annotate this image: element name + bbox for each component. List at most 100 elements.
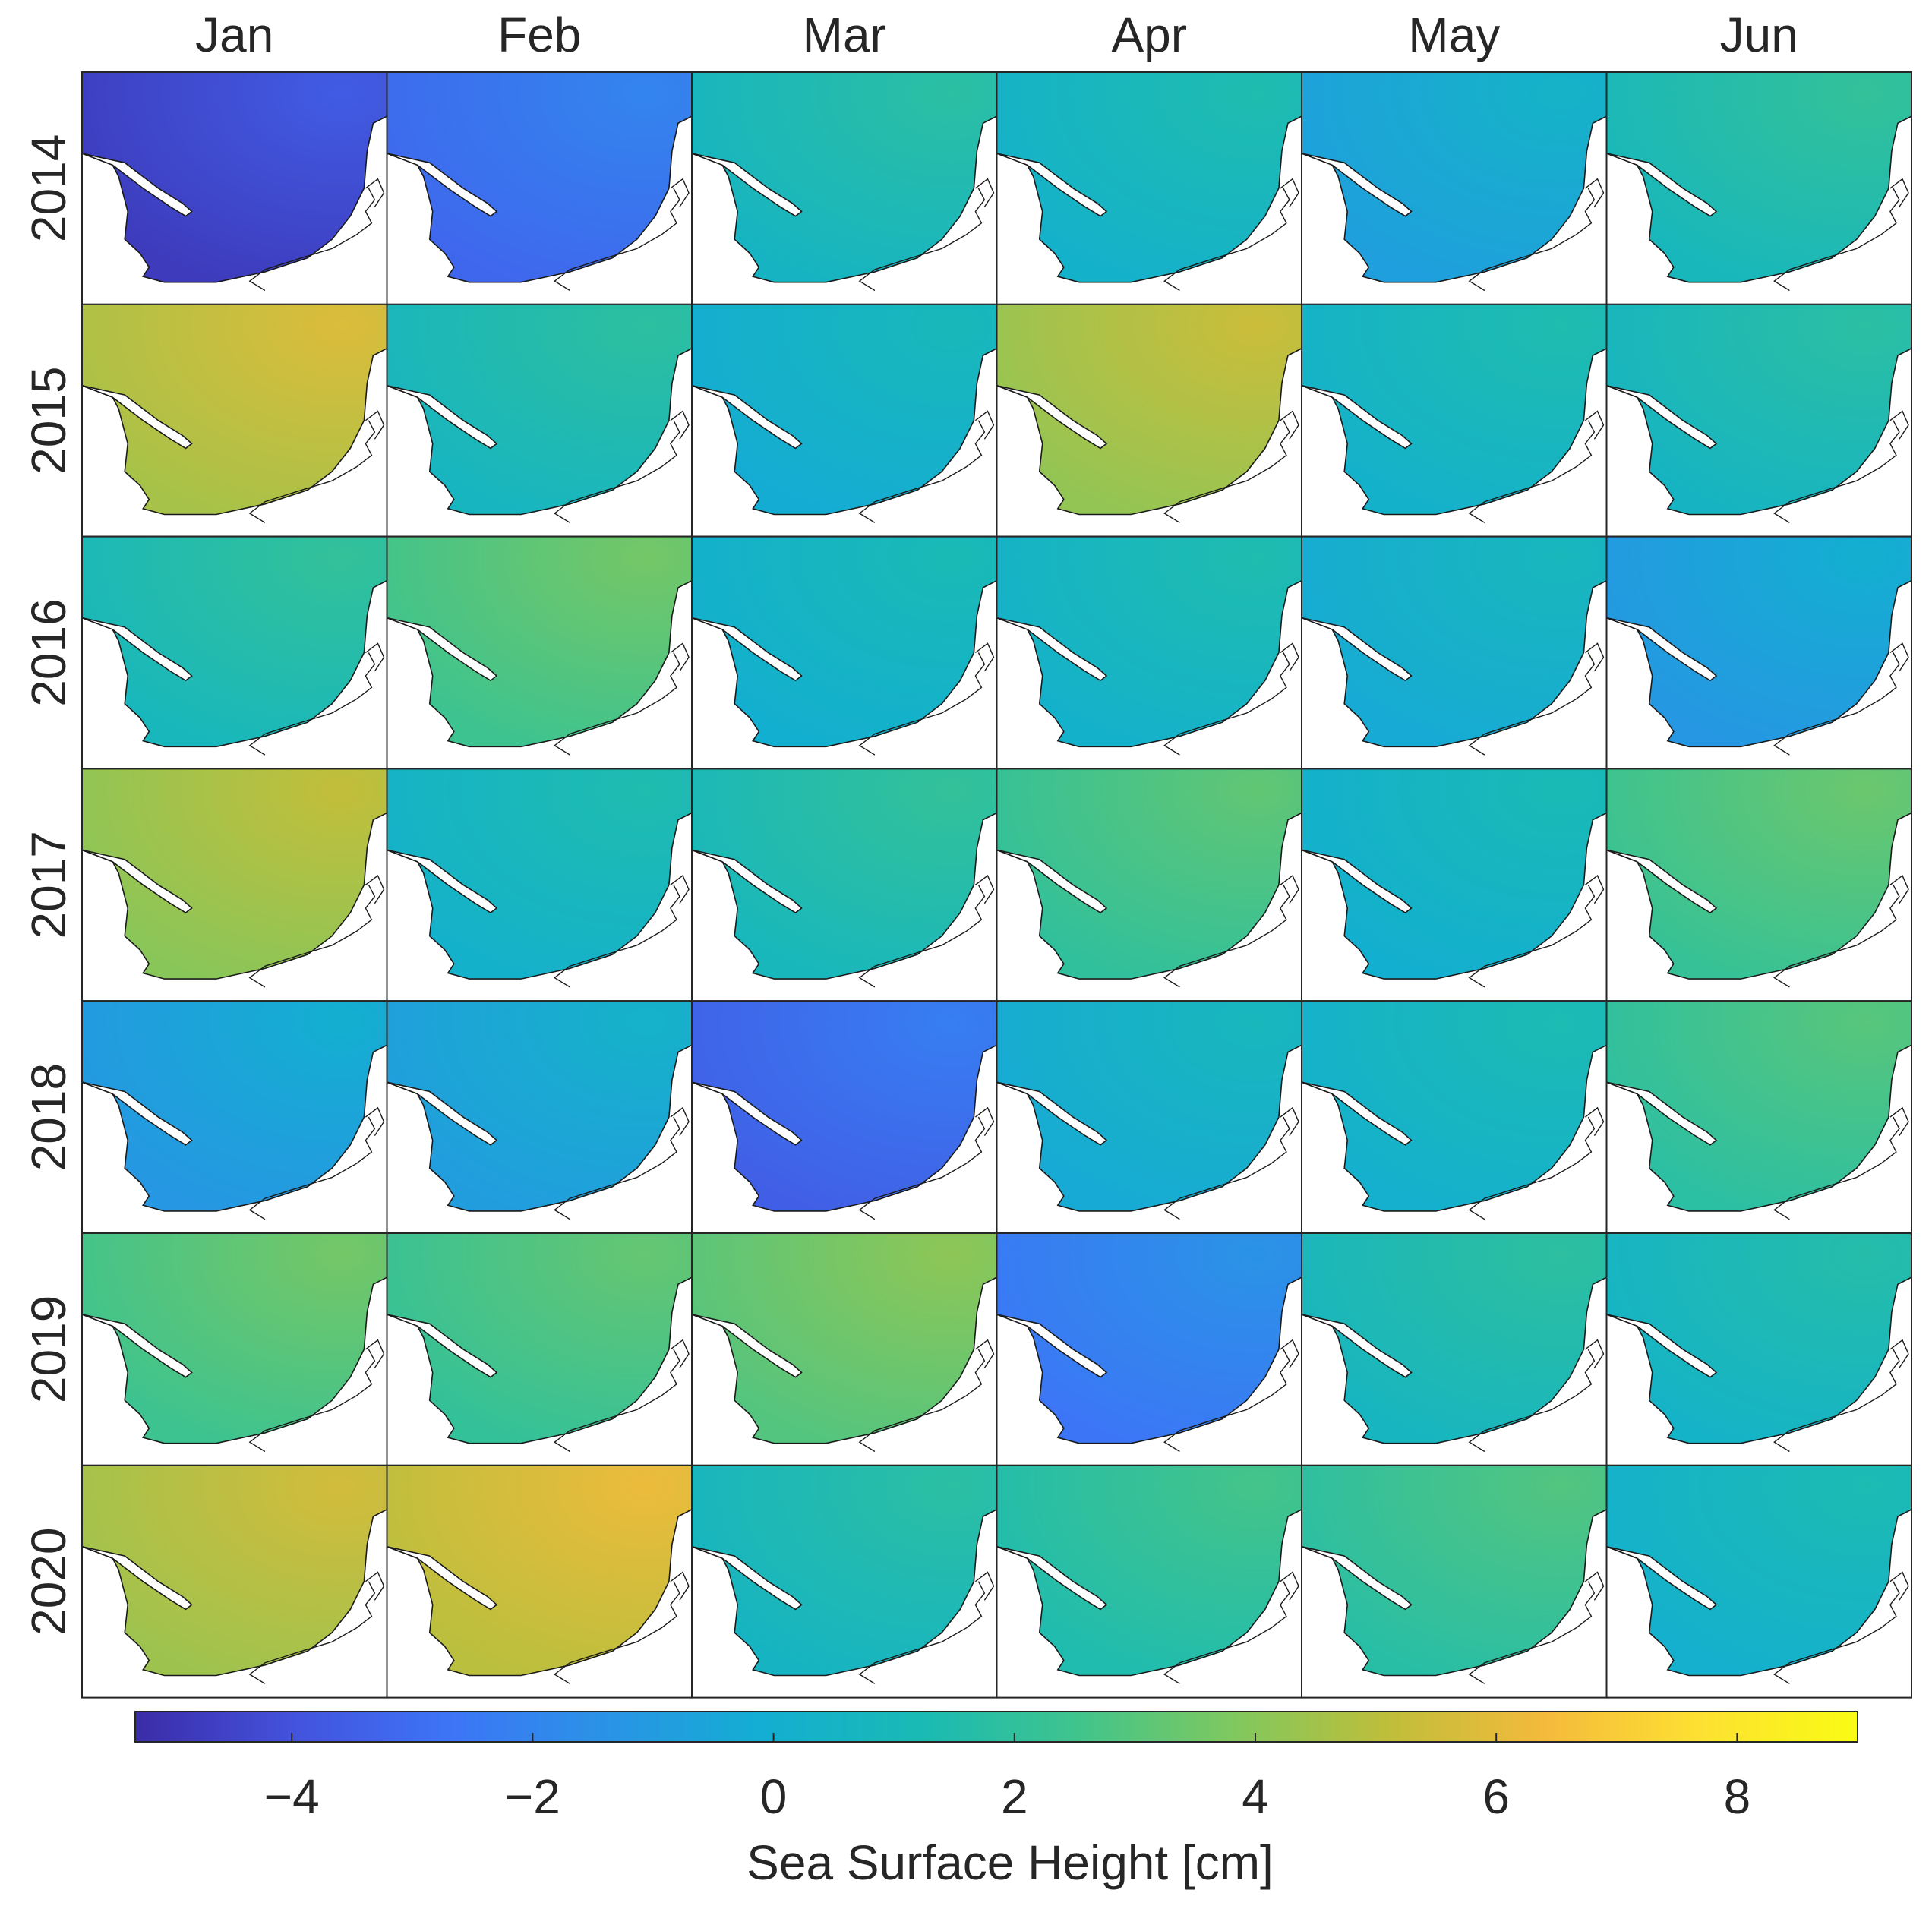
inlet-outline [1889,410,1909,440]
inner-coastline [858,1349,986,1453]
inner-coastline [1468,884,1596,988]
sea-surface-field [81,303,388,516]
coastal-spit [1606,849,1718,913]
inner-coastline [248,1581,376,1684]
map-panel-2017-mar [691,768,998,1002]
row-header-2015: 2015 [21,367,76,475]
coastal-spit [1606,153,1718,217]
map-panel-2018-jan [81,1000,388,1234]
inlet-outline [1584,178,1605,207]
inner-coastline [858,420,986,523]
inlet-outline [1280,1339,1299,1368]
sea-surface-field [1301,768,1608,980]
coastal-spit [387,849,498,913]
coastal-spit [691,1314,803,1378]
inlet-outline [1889,642,1909,672]
sea-surface-field [81,768,388,980]
coastal-spit [387,1314,498,1378]
inlet-outline [974,1106,995,1136]
inner-coastline [554,1349,680,1453]
sea-surface-field [81,1000,388,1212]
coastal-spit [81,1314,193,1378]
inlet-outline [1280,1571,1299,1601]
colorbar-tick-label: 6 [1482,1769,1510,1824]
coastal-spit [1301,617,1413,682]
sea-surface-field [1301,303,1608,516]
map-panel-2016-apr [996,535,1302,770]
inlet-outline [670,1339,690,1368]
coastal-spit [387,385,498,450]
row-header-2016: 2016 [21,598,76,706]
inlet-outline [974,178,995,207]
map-panel-2016-may [1301,535,1608,770]
coastal-spit [1301,1081,1413,1146]
inner-coastline [554,188,680,292]
row-header-2014: 2014 [21,134,76,242]
row-headers: 2014 2015 2016 2017 2018 2019 2020 [21,134,76,1636]
colorbar-tick-label: −4 [264,1769,320,1824]
map-panel-2015-jun [1605,303,1912,538]
map-grid [81,71,1912,1699]
map-panel-2017-may [1301,768,1608,1002]
sea-surface-field [996,1232,1302,1444]
inlet-outline [974,1339,995,1368]
inner-coastline [1773,1349,1900,1453]
coastal-spit [1301,153,1413,217]
sea-surface-field [1605,1465,1912,1677]
sea-surface-field [996,71,1302,283]
inlet-outline [1584,410,1605,440]
sea-surface-field [691,768,998,980]
map-panel-2018-may [1301,1000,1608,1234]
map-panel-2017-jun [1605,768,1912,1002]
map-panel-2020-apr [996,1464,1302,1699]
sea-surface-field [691,1000,998,1212]
inlet-outline [365,178,385,207]
map-panel-2020-mar [691,1464,998,1699]
sea-surface-field [386,71,693,283]
sea-surface-field [81,535,388,748]
coastal-spit [387,153,498,217]
coastal-spit [1301,385,1413,450]
inner-coastline [858,1116,986,1220]
inner-coastline [1773,420,1900,523]
inner-coastline [858,188,986,292]
coastal-spit [691,1546,803,1611]
map-panel-2019-may [1301,1232,1608,1466]
column-header-mar: Mar [803,8,886,62]
sea-surface-field [1301,1000,1608,1212]
row-header-2017: 2017 [21,831,76,939]
inlet-outline [1584,642,1605,672]
sea-surface-field [1605,535,1912,748]
colorbar-tick-label: −2 [505,1769,560,1824]
column-header-apr: Apr [1111,8,1187,62]
sea-surface-field [691,1232,998,1444]
map-panel-2014-may [1301,71,1608,305]
inlet-outline [1280,642,1299,672]
coastal-spit [996,385,1108,450]
sea-surface-field [691,303,998,516]
sea-surface-field [996,1465,1302,1677]
coastal-spit [81,1081,193,1146]
inner-coastline [1773,1116,1900,1220]
coastal-spit [691,1081,803,1146]
inlet-outline [1280,1106,1299,1136]
map-panel-2016-feb [386,535,693,770]
inlet-outline [1889,1571,1909,1601]
inlet-outline [670,410,690,440]
sea-surface-field [1605,768,1912,980]
inlet-outline [1280,178,1299,207]
row-header-2020: 2020 [21,1528,76,1636]
coastal-spit [691,617,803,682]
sea-surface-field [1301,535,1608,748]
sea-surface-field [996,303,1302,516]
column-header-feb: Feb [497,8,581,62]
colorbar-tick-label: 8 [1724,1769,1751,1824]
coastal-spit [1606,617,1718,682]
inlet-outline [1584,875,1605,904]
map-panel-2018-feb [386,1000,693,1234]
inlet-outline [365,875,385,904]
map-panel-2015-feb [386,303,693,538]
inlet-outline [670,875,690,904]
sea-surface-field [996,1000,1302,1212]
inner-coastline [1468,1581,1596,1684]
